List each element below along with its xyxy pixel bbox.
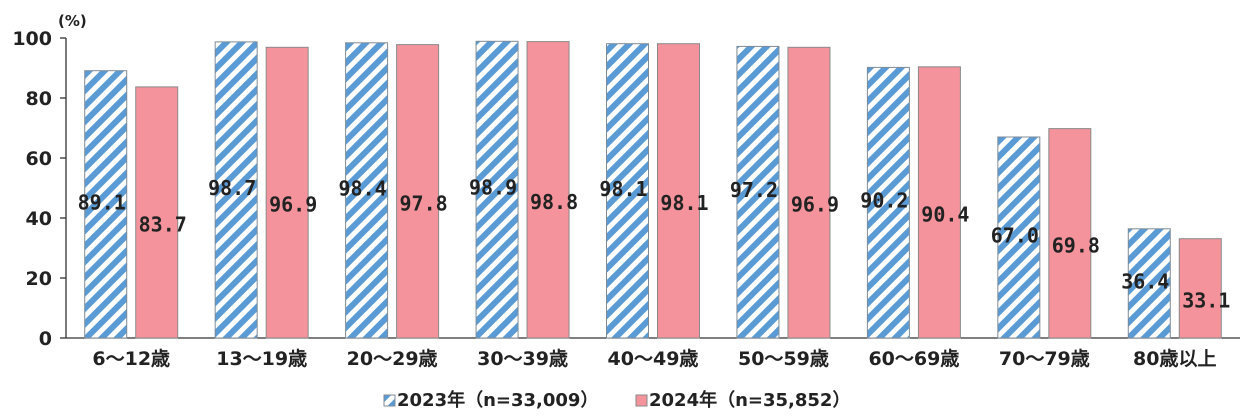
bar-2024-8 bbox=[1178, 238, 1222, 339]
data-label: 96.9 bbox=[791, 193, 839, 217]
x-tick-label: 70～79歳 bbox=[999, 348, 1090, 370]
y-tick-label: 20 bbox=[26, 268, 52, 290]
x-axis-labels: 6～12歳 13～19歳 20～29歳 30～39歳 40～49歳 50～59歳 60～69… bbox=[92, 348, 1216, 370]
data-label: 98.7 bbox=[208, 176, 256, 200]
data-label: 98.1 bbox=[660, 191, 708, 215]
bar-2023-3 bbox=[475, 40, 519, 339]
bar-2024-0 bbox=[135, 86, 179, 339]
legend-label: 2024年（n=35,852） bbox=[649, 389, 850, 411]
x-tick-label: 30～39歳 bbox=[477, 348, 568, 370]
x-tick-label: 40～49歳 bbox=[608, 348, 699, 370]
data-label: 67.0 bbox=[991, 224, 1039, 248]
data-label: 90.4 bbox=[921, 202, 969, 226]
data-label: 98.1 bbox=[599, 177, 647, 201]
bar-2023-7 bbox=[997, 136, 1041, 339]
x-tick-label: 60～69歳 bbox=[868, 348, 959, 370]
y-tick-label: 0 bbox=[39, 328, 52, 350]
data-label: 96.9 bbox=[269, 193, 317, 217]
bar-2023-6 bbox=[866, 66, 910, 339]
y-tick-label: 40 bbox=[26, 208, 52, 230]
data-label: 36.4 bbox=[1121, 269, 1169, 293]
data-label: 90.2 bbox=[860, 189, 908, 213]
bar-2024-3 bbox=[526, 41, 570, 339]
bar-2023-1 bbox=[214, 41, 258, 339]
data-label: 97.8 bbox=[400, 191, 448, 215]
bar-2024-5 bbox=[787, 46, 831, 339]
legend-swatch bbox=[635, 394, 648, 407]
data-label: 98.9 bbox=[469, 176, 517, 200]
y-axis: 0 20 40 60 80 100 bbox=[12, 28, 1240, 350]
bar-2023-2 bbox=[345, 42, 389, 339]
y-tick-label: 60 bbox=[26, 148, 52, 170]
y-axis-unit: (%) bbox=[58, 12, 87, 30]
x-tick-label: 13～19歳 bbox=[216, 348, 307, 370]
bar-2023-5 bbox=[736, 45, 780, 339]
bars: 89.1 83.7 98.7 96.9 98.4 97.8 98.9 98.8 98.1 98.1… bbox=[78, 40, 1230, 339]
y-tick-label: 80 bbox=[26, 88, 52, 110]
bar-2024-7 bbox=[1048, 128, 1092, 339]
legend-label: 2023年（n=33,009） bbox=[397, 389, 598, 411]
data-label: 98.4 bbox=[339, 176, 387, 200]
bar-2024-2 bbox=[396, 44, 440, 339]
bar-2023-4 bbox=[606, 43, 649, 339]
y-tick-label: 100 bbox=[12, 28, 52, 50]
data-label: 98.8 bbox=[530, 190, 578, 214]
data-label: 69.8 bbox=[1052, 233, 1100, 257]
x-tick-label: 50～59歳 bbox=[738, 348, 829, 370]
x-tick-label: 6～12歳 bbox=[92, 348, 170, 370]
x-tick-label: 20～29歳 bbox=[347, 348, 438, 370]
data-label: 83.7 bbox=[139, 212, 187, 236]
data-label: 97.2 bbox=[730, 178, 778, 202]
legend-swatch bbox=[383, 394, 396, 407]
x-tick-label: 80歳以上 bbox=[1133, 348, 1216, 370]
bar-2023-0 bbox=[84, 70, 128, 339]
data-label: 33.1 bbox=[1182, 288, 1230, 312]
bar-2024-4 bbox=[657, 43, 700, 339]
legend: 2023年（n=33,009） 2024年（n=35,852） bbox=[383, 389, 850, 411]
bar-2024-1 bbox=[265, 46, 309, 339]
data-label: 89.1 bbox=[78, 190, 126, 214]
bar-2023-8 bbox=[1127, 228, 1171, 339]
bar-2024-6 bbox=[917, 66, 961, 339]
